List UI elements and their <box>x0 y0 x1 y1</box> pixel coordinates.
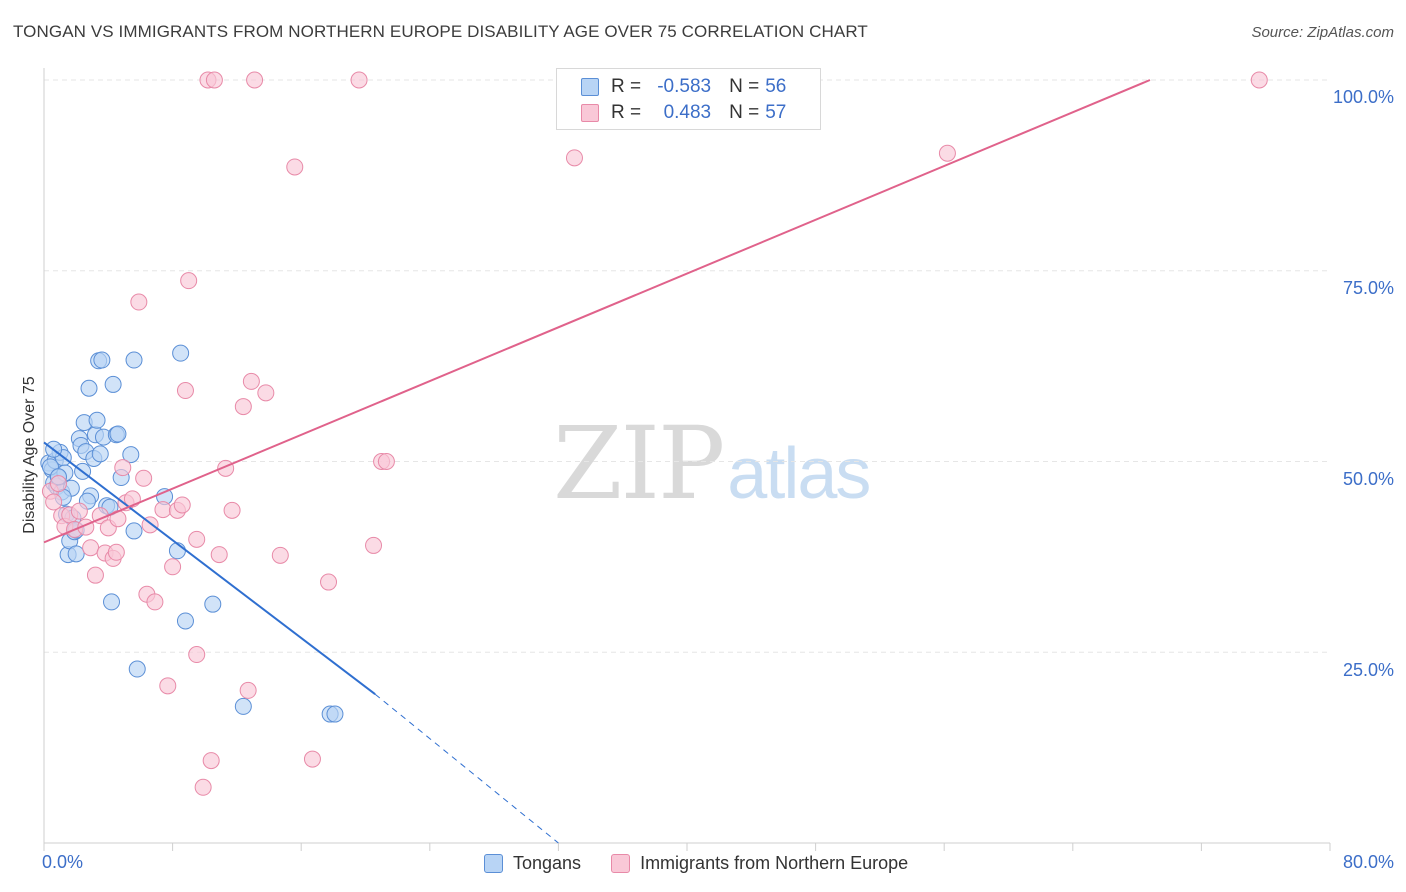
y-tick-label-25: 25.0% <box>1342 660 1394 680</box>
x-tick-label-min: 0.0% <box>42 852 84 872</box>
immigrant-point <box>173 496 191 514</box>
immigrant-point <box>176 382 194 400</box>
series-legend: Tongans Immigrants from Northern Europe <box>484 853 938 874</box>
immigrant-point <box>320 573 338 591</box>
immigrant-point <box>188 530 206 548</box>
y-tick-label-100: 100.0% <box>1332 87 1394 107</box>
legend-swatch-immigrants <box>611 854 631 873</box>
immigrant-point <box>188 646 206 664</box>
legend-r-value: 0.483 <box>663 102 712 123</box>
legend-r-label: R = <box>611 76 642 97</box>
tongan-point <box>109 425 127 443</box>
immigrant-point <box>271 546 289 564</box>
immigrant-point <box>49 475 67 493</box>
tongan-point <box>172 344 190 362</box>
legend-n-label: N = <box>729 76 760 97</box>
immigrant-point <box>180 272 198 290</box>
tongan-trend-extension <box>374 693 559 844</box>
immigrant-point <box>286 158 304 176</box>
immigrant-point <box>234 398 252 416</box>
immigrant-point <box>242 372 260 390</box>
tongan-point <box>125 522 143 540</box>
immigrant-point <box>107 543 125 561</box>
immigrant-point <box>45 493 63 511</box>
immigrant-point <box>377 453 395 470</box>
tongan-point <box>176 612 194 630</box>
immigrant-point <box>246 71 264 89</box>
tongan-point <box>67 545 85 563</box>
y-tick-label-75: 75.0% <box>1342 278 1394 298</box>
tongan-point <box>91 445 109 463</box>
tongan-point <box>104 375 122 393</box>
tongan-point <box>122 446 140 464</box>
immigrant-point <box>154 501 172 519</box>
source-label: Source: ZipAtlas.com <box>1251 24 1394 41</box>
immigrant-point <box>202 752 220 770</box>
immigrant-point <box>164 558 182 576</box>
immigrant-point <box>130 293 148 311</box>
tongan-point <box>88 411 106 429</box>
immigrant-point <box>114 459 132 477</box>
immigrant-trend-line <box>43 79 1151 544</box>
immigrant-point <box>205 71 223 89</box>
tongan-point <box>234 697 252 715</box>
immigrant-point <box>135 469 153 487</box>
immigrant-point <box>239 681 257 699</box>
tongan-point <box>326 705 344 723</box>
legend-swatch-tongans <box>484 854 503 873</box>
tongan-point <box>128 660 146 678</box>
immigrant-point <box>82 539 100 557</box>
legend-r-label: R = <box>611 102 642 123</box>
y-axis-title: Disability Age Over 75 <box>21 376 38 534</box>
tongan-point <box>103 593 121 611</box>
legend-n-value: 57 <box>765 102 787 123</box>
chart-title: TONGAN VS IMMIGRANTS FROM NORTHERN EUROP… <box>13 22 868 41</box>
immigrant-point <box>86 566 104 584</box>
immigrant-point <box>194 778 212 796</box>
immigrant-point <box>146 593 164 611</box>
tongan-point <box>93 351 111 369</box>
immigrant-point <box>938 144 956 162</box>
tongan-point <box>80 379 98 397</box>
immigrant-point <box>159 677 177 695</box>
immigrant-point <box>257 384 275 402</box>
immigrant-point <box>365 536 383 554</box>
legend-item-immigrants[interactable]: Immigrants from Northern Europe <box>611 853 908 874</box>
x-tick-label-max: 80.0% <box>1342 852 1394 872</box>
legend-swatch-pink <box>581 104 599 122</box>
legend-swatch-blue <box>581 78 599 96</box>
immigrant-point <box>303 750 321 768</box>
legend-item-tongans[interactable]: Tongans <box>484 853 581 874</box>
watermark-atlas: atlas <box>727 434 871 514</box>
watermark-zip: ZIP <box>553 405 725 522</box>
legend-row-immigrants: R = 0.483 N = 57 <box>581 101 797 125</box>
tongan-trend-line <box>43 441 376 696</box>
immigrant-point <box>350 71 368 89</box>
legend-label-immigrants: Immigrants from Northern Europe <box>640 853 909 873</box>
immigrant-point <box>565 149 583 167</box>
immigrant-point <box>70 502 88 520</box>
legend-r-value: -0.583 <box>657 76 712 97</box>
legend-n-value: 56 <box>765 76 787 97</box>
tongan-point <box>125 351 143 369</box>
stats-legend: R = -0.583 N = 56 R = 0.483 N = 57 <box>556 68 821 130</box>
tongan-point <box>168 542 186 560</box>
legend-row-tongans: R = -0.583 N = 56 <box>581 75 797 99</box>
y-tick-label-50: 50.0% <box>1342 469 1394 489</box>
watermark: ZIPatlas <box>553 405 871 522</box>
immigrant-point <box>223 501 241 519</box>
immigrant-point <box>210 546 228 564</box>
tongan-point <box>204 595 222 613</box>
legend-n-label: N = <box>729 102 760 123</box>
legend-label-tongans: Tongans <box>513 853 582 873</box>
immigrant-point <box>1250 71 1268 89</box>
